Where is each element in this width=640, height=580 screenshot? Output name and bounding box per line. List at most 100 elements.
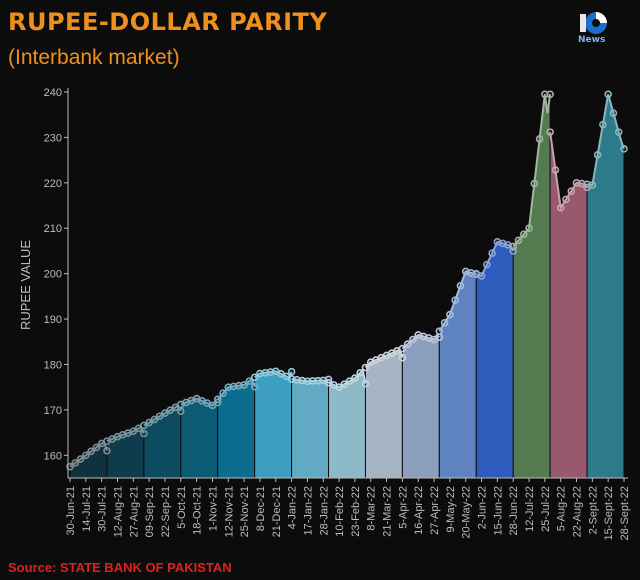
geo-news-logo-icon: [578, 10, 614, 36]
data-point: [451, 296, 459, 304]
data-point: [213, 395, 222, 404]
data-point: [530, 179, 539, 188]
data-point: [604, 90, 612, 99]
data-point: [488, 249, 496, 258]
chart-subtitle: (Interbank market): [8, 46, 180, 69]
area-segment-jun-22: [475, 241, 514, 479]
x-tick-label: 12-Nov-21: [223, 486, 235, 537]
x-tick-label: 5-Aug-22: [556, 486, 568, 531]
data-point: [351, 374, 359, 382]
x-tick-label: 15-Jun-22: [492, 486, 504, 536]
data-point: [519, 230, 528, 239]
area-segment-mar-22: [364, 349, 403, 479]
data-point: [509, 242, 518, 251]
x-tick-label: 28-Sept-22: [619, 486, 631, 540]
y-tick-label: 190: [44, 314, 62, 326]
data-point: [593, 151, 602, 159]
x-tick-label: 18-Oct-21: [192, 486, 204, 535]
data-point: [398, 353, 407, 362]
data-point: [446, 310, 454, 319]
data-point: [150, 415, 159, 424]
x-tick-label: 15-Sept-22: [603, 486, 615, 540]
data-point: [287, 367, 296, 376]
data-point: [66, 462, 74, 471]
y-tick-label: 230: [44, 132, 62, 144]
data-point: [103, 446, 111, 455]
data-point: [76, 455, 85, 463]
data-points: [66, 90, 628, 471]
data-point: [409, 335, 417, 344]
x-tick-label: 21-Dec-21: [271, 486, 283, 537]
y-axis-label: RUPEE VALUE: [18, 240, 33, 330]
logo-text: News: [578, 35, 606, 45]
y-tick-label: 180: [44, 359, 62, 371]
x-tick-label: 12-Jul-22: [524, 486, 536, 532]
x-tick-label: 10-Feb-22: [334, 486, 346, 537]
x-tick-label: 25-Nov-21: [239, 486, 251, 537]
data-point: [456, 281, 465, 290]
data-point: [535, 135, 544, 143]
data-point: [219, 389, 227, 398]
x-tick-label: 21-Mar-22: [382, 486, 394, 537]
x-tick-label: 8-Dec-21: [255, 486, 267, 531]
data-point: [250, 382, 259, 391]
x-tick-label: 22-Sep-21: [160, 486, 172, 537]
x-tick-label: 30-Jul-21: [97, 486, 109, 532]
series-line-jun-22: [475, 240, 515, 278]
x-tick-label: 17-Jan-22: [302, 486, 314, 536]
data-point: [92, 443, 101, 452]
x-tick-label: 8-Mar-22: [366, 486, 378, 531]
data-point: [145, 418, 153, 427]
y-tick-label: 170: [44, 405, 62, 417]
data-point: [435, 327, 444, 335]
area-segment-sep-22: [586, 94, 625, 479]
x-tick-label: 25-Jul-22: [540, 486, 552, 532]
data-point: [361, 379, 370, 388]
x-axis: 30-Jun-21 14-Jul-21 30-Jul-21 12-Aug-21 27-A…: [65, 477, 631, 540]
data-point: [567, 187, 576, 195]
data-point: [250, 373, 259, 382]
data-point: [514, 236, 523, 245]
data-point: [155, 412, 164, 421]
data-point: [551, 166, 560, 174]
x-tick-label: 28-Jun-22: [508, 486, 520, 536]
y-tick-label: 240: [44, 87, 62, 99]
x-tick-label: 16-Apr-22: [413, 486, 425, 535]
x-tick-label: 4-Jan-22: [287, 486, 299, 529]
x-tick-label: 14-Jul-21: [81, 486, 93, 532]
x-tick-label: 20-May-22: [461, 486, 473, 539]
x-tick-label: 1-Nov-21: [207, 486, 219, 531]
data-point: [562, 195, 570, 204]
data-point: [546, 128, 554, 136]
series-line-may-22: [438, 270, 477, 332]
x-tick-label: 23-Feb-22: [350, 486, 362, 537]
data-point: [440, 319, 449, 327]
data-point: [609, 109, 618, 117]
data-point: [213, 398, 222, 407]
chart-title: RUPEE-DOLLAR PARITY: [8, 8, 328, 36]
x-tick-label: 28-Jan-22: [318, 486, 330, 536]
data-point: [398, 344, 407, 353]
y-axis: 160 170 180 190 200 210 220 230 240: [44, 87, 69, 478]
data-point: [245, 377, 254, 385]
data-point: [588, 181, 597, 189]
source-note: Source: STATE BANK OF PAKISTAN: [8, 560, 232, 575]
data-point: [620, 144, 628, 153]
data-point: [403, 340, 412, 348]
data-point: [614, 128, 623, 136]
data-point: [483, 260, 491, 269]
data-point: [324, 375, 333, 384]
data-point: [509, 247, 518, 255]
x-tick-label: 12-Aug-21: [112, 486, 124, 537]
x-tick-label: 5-Oct-21: [176, 486, 188, 529]
x-tick-label: 2-Jun-22: [477, 486, 489, 529]
data-point: [356, 368, 364, 377]
x-tick-label: 27-Aug-21: [128, 486, 140, 537]
x-tick-label: 22-Aug-22: [572, 486, 584, 537]
data-point: [556, 204, 565, 212]
series-line-jul-22: [512, 94, 552, 248]
data-point: [87, 447, 95, 456]
x-tick-label: 5-Apr-22: [397, 486, 409, 529]
x-tick-label: 9-May-22: [445, 486, 457, 532]
